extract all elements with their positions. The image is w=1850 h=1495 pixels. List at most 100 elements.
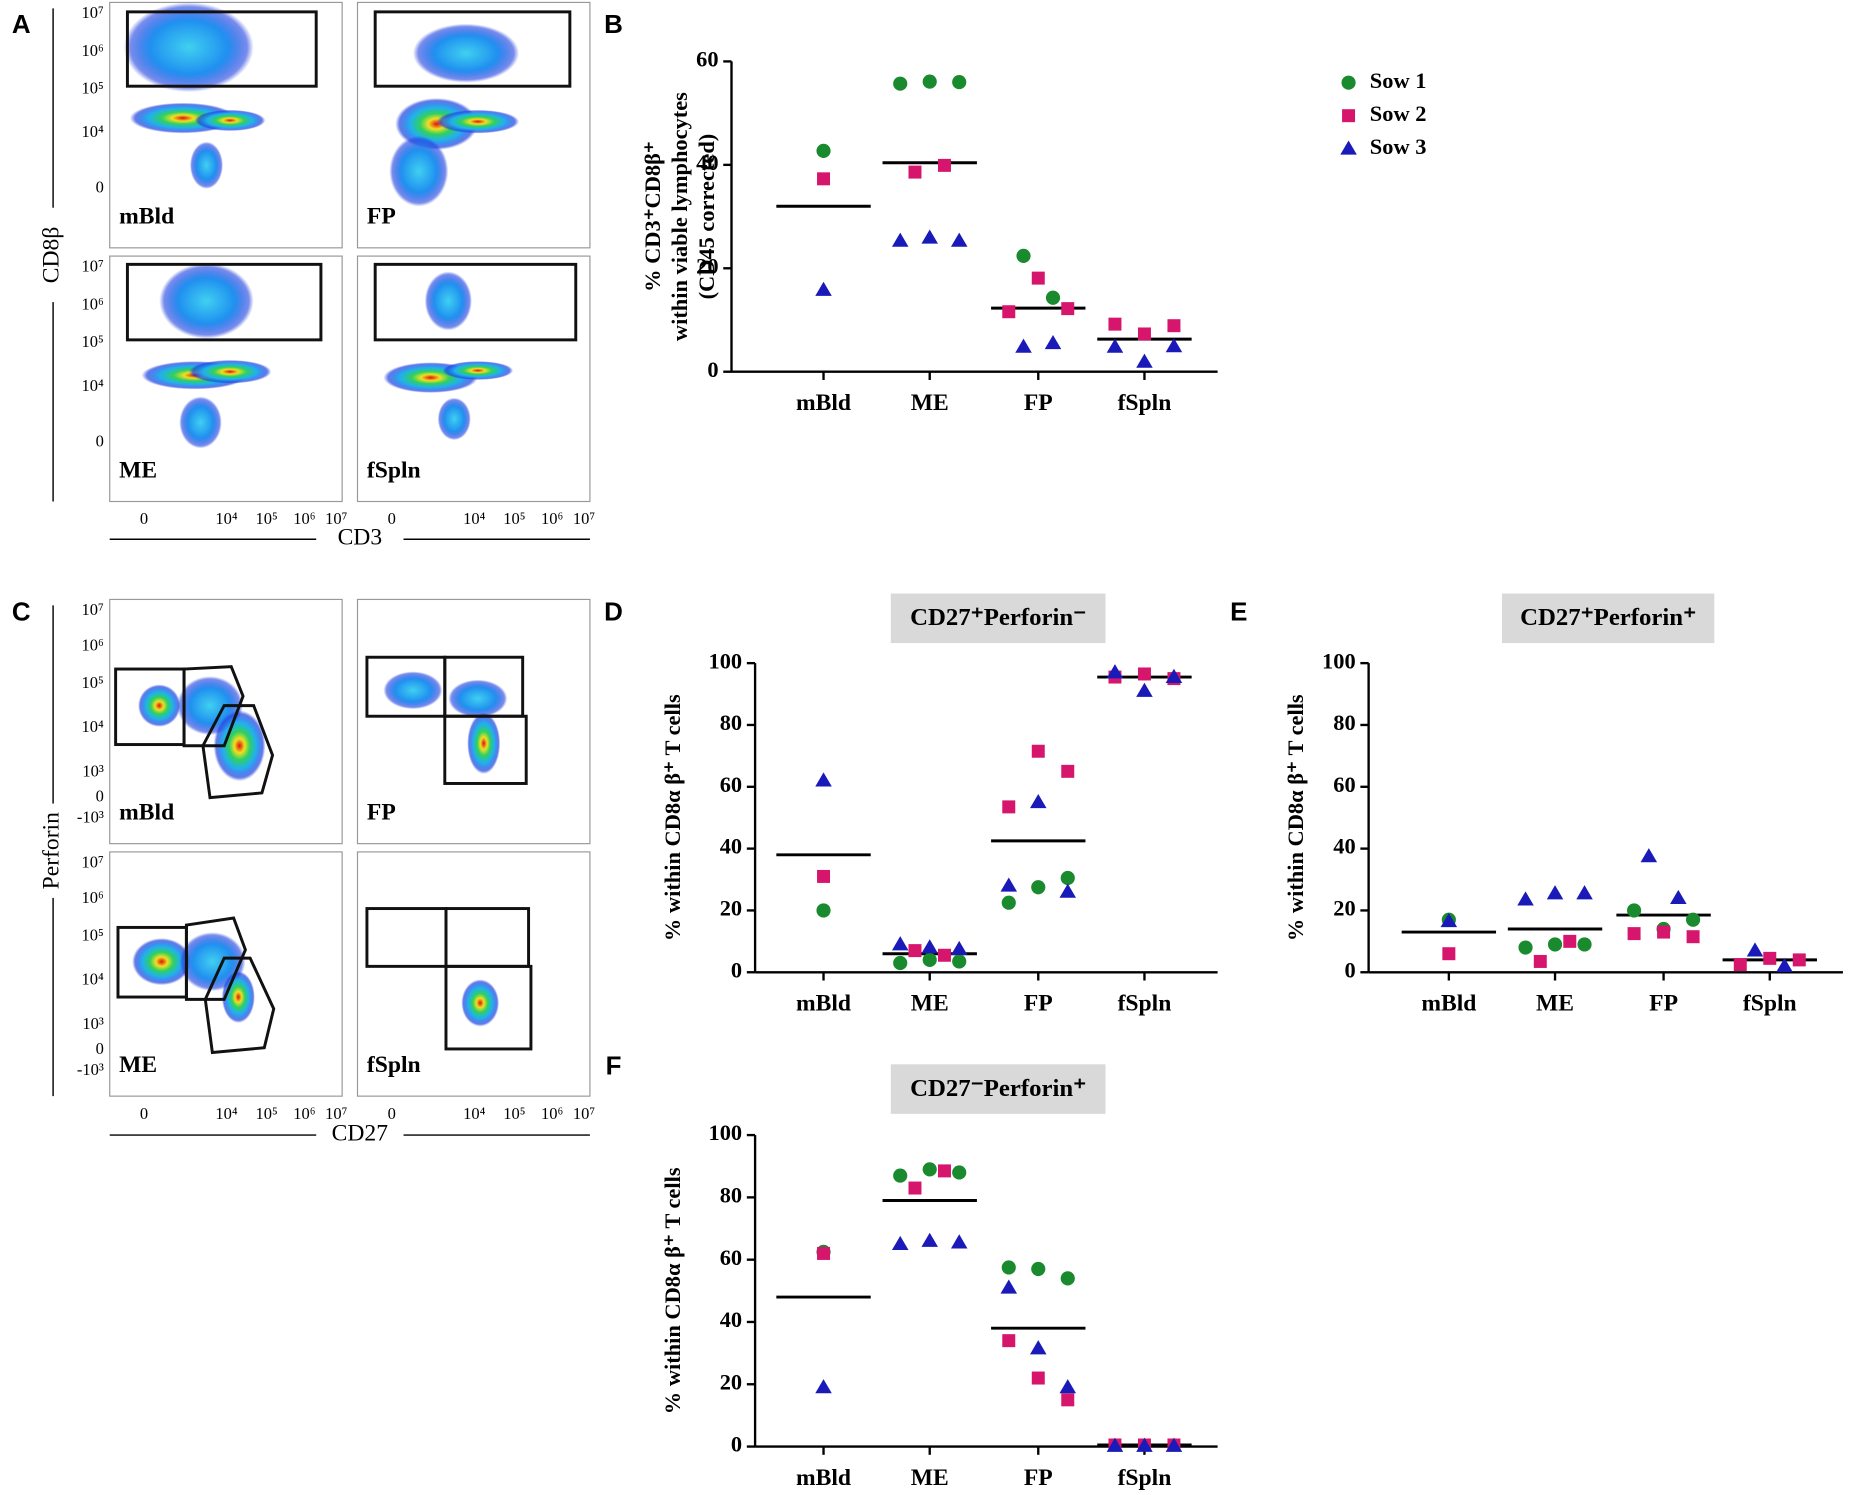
data-point	[1061, 1393, 1075, 1407]
data-point	[1746, 942, 1764, 957]
panel-letter: D	[604, 598, 623, 626]
data-point	[1340, 140, 1357, 155]
data-point	[1686, 930, 1700, 944]
data-point	[1576, 885, 1593, 900]
data-point	[921, 939, 938, 954]
density-blob	[189, 141, 223, 189]
x-axis-label: CD27	[332, 1120, 389, 1146]
data-point	[950, 1234, 968, 1249]
title-box	[890, 593, 1106, 644]
plot-label: mBld	[119, 204, 174, 230]
gate	[125, 10, 318, 88]
density-blob	[442, 361, 514, 380]
x-tick-label: fSpln	[1118, 991, 1172, 1017]
x-tick-label: FP	[1024, 991, 1053, 1017]
y-tick-label: 10⁴	[82, 969, 105, 988]
x-tick-label: FP	[1024, 390, 1053, 416]
chart-title: CD27⁺Perforin⁻	[910, 604, 1086, 631]
data-point	[815, 772, 832, 787]
data-point	[1670, 889, 1687, 904]
y-tick-label: -10³	[77, 808, 104, 827]
plot-label: fSpln	[367, 457, 421, 483]
data-point	[950, 232, 968, 247]
data-point	[921, 1232, 938, 1247]
y-tick-label: 10⁷	[82, 852, 105, 871]
panel-letter: F	[606, 1053, 622, 1081]
y-tick-label: 20	[696, 253, 718, 278]
x-tick-label: mBld	[796, 390, 851, 416]
data-point	[1657, 925, 1671, 939]
label-bg	[316, 525, 404, 554]
x-tick-label: 10⁴	[215, 509, 237, 528]
label-bg	[316, 1120, 404, 1150]
data-point	[937, 948, 951, 962]
data-point	[908, 165, 922, 179]
plot-label: ME	[119, 457, 157, 483]
data-point	[1031, 880, 1046, 895]
y-tick-label: 10⁷	[82, 600, 105, 619]
data-point	[1002, 1334, 1016, 1348]
data-point	[893, 76, 908, 91]
data-point	[891, 1235, 909, 1250]
x-tick-label: 10⁴	[215, 1104, 237, 1123]
x-tick-label: 0	[388, 509, 396, 528]
x-tick-label: mBld	[1421, 991, 1476, 1017]
density-blob	[179, 396, 222, 449]
y-tick-label: 10⁶	[82, 635, 104, 654]
density-blob	[138, 684, 181, 727]
data-point	[1577, 937, 1592, 952]
x-tick-label: 10⁶	[293, 509, 315, 528]
density-blob	[436, 109, 520, 134]
data-point	[922, 74, 937, 89]
flow-plot: FP	[356, 598, 591, 845]
x-tick-label: 10⁵	[256, 1104, 278, 1123]
data-point	[908, 944, 922, 958]
flow-plot: fSpln	[356, 255, 591, 503]
data-point	[1546, 885, 1564, 900]
x-tick-label: ME	[911, 1465, 949, 1491]
plot-label: FP	[367, 204, 396, 230]
y-tick-label: 10⁶	[82, 888, 104, 907]
data-point	[1045, 290, 1061, 305]
data-point	[1517, 891, 1534, 906]
density-blob	[159, 263, 254, 339]
data-point	[922, 952, 937, 967]
y-tick-label: 40	[1333, 834, 1355, 859]
x-axis-label: CD3	[338, 525, 383, 551]
x-tick-label: 10⁶	[293, 1104, 315, 1123]
gate	[201, 704, 275, 800]
data-point	[921, 229, 938, 244]
y-tick-label: 40	[696, 150, 718, 175]
data-point	[922, 1162, 937, 1177]
density-blob	[213, 710, 266, 782]
y-tick-label: 60	[696, 47, 718, 72]
data-point	[1106, 1437, 1124, 1452]
x-tick-label: 10⁴	[463, 509, 486, 528]
y-tick-label: 10⁴	[82, 122, 105, 141]
y-tick-label: -10³	[77, 1060, 104, 1079]
density-blob	[389, 135, 449, 207]
gate	[373, 10, 572, 88]
legend-label: Sow 1	[1370, 68, 1427, 93]
y-tick-label: 20	[720, 896, 742, 921]
plot-label: ME	[119, 1052, 157, 1078]
data-point	[815, 1379, 832, 1394]
data-point	[1106, 338, 1124, 353]
x-tick-label: 10⁶	[541, 509, 563, 528]
data-point	[893, 1168, 908, 1183]
data-point	[816, 143, 831, 158]
y-tick-label: 10³	[82, 762, 103, 781]
density-blob	[383, 671, 443, 710]
panel-letter: C	[12, 598, 31, 626]
flow-plot: ME	[109, 255, 343, 503]
data-point	[1031, 1261, 1046, 1277]
panel-letter: B	[604, 11, 623, 39]
data-point	[1792, 953, 1806, 967]
label-bg	[38, 803, 68, 898]
plot-frame	[356, 851, 591, 1097]
gate	[443, 714, 528, 785]
data-point	[1776, 957, 1793, 972]
data-point	[1563, 934, 1577, 948]
data-point	[1547, 937, 1563, 952]
data-point	[1440, 912, 1458, 928]
